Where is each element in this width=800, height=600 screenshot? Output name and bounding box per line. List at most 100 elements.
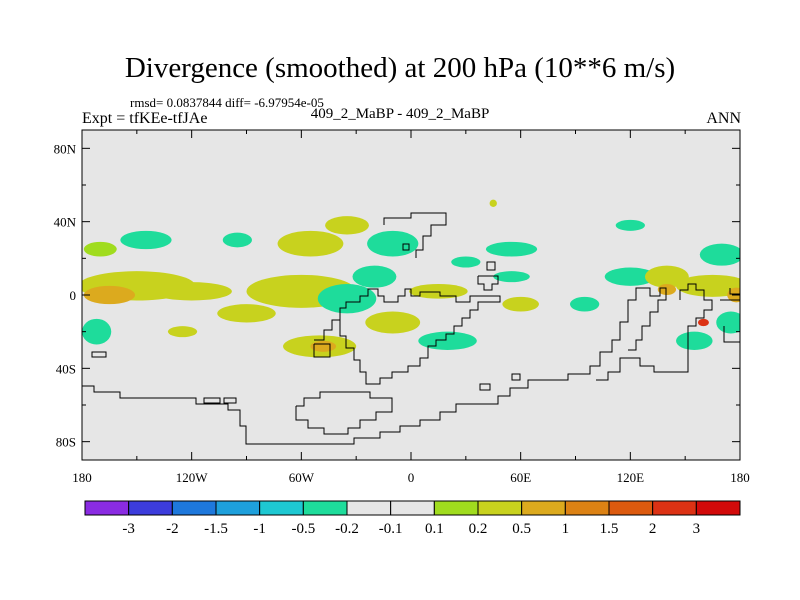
lon-tick-label: 0 <box>408 470 415 485</box>
divergence-contour-region <box>570 296 600 312</box>
divergence-contour-region <box>699 243 740 266</box>
axis-tick-labels: 180 120W 60W 0 60E 120E 180 80N 40N 0 40S 80S <box>54 141 750 485</box>
coastline-east <box>720 288 740 301</box>
divergence-contour-region <box>716 311 740 334</box>
colorbar-label: 3 <box>693 521 701 537</box>
lon-tick-label: 180 <box>730 470 750 485</box>
divergence-contour-region <box>83 241 117 257</box>
coastline-island <box>223 397 237 404</box>
divergence-contour-region <box>489 199 497 207</box>
lat-tick-label: 80S <box>56 435 76 450</box>
coastline-south-america-3 <box>314 319 340 341</box>
coastline-eurasia <box>383 212 447 258</box>
divergence-contour-region <box>615 219 645 231</box>
coastline-layer <box>82 212 740 445</box>
divergence-contour-region <box>317 284 377 314</box>
coastline-island <box>486 261 496 271</box>
colorbar-swatch <box>259 500 304 516</box>
colorbar-swatch <box>477 500 523 516</box>
divergence-contour-region <box>502 296 539 312</box>
divergence-contour-region <box>451 256 481 268</box>
coastline-island <box>91 351 107 358</box>
coastline-island <box>402 243 410 251</box>
lon-tick-label: 120E <box>617 470 645 485</box>
divergence-contour-region <box>604 267 656 286</box>
colorbar-label: -0.2 <box>335 521 359 537</box>
lon-tick-label: 180 <box>72 470 92 485</box>
colorbar-label: -1.5 <box>204 521 228 537</box>
divergence-contour-region <box>409 284 468 299</box>
colorbar-label: 1.5 <box>600 521 619 537</box>
divergence-contour-region <box>277 230 344 257</box>
lat-tick-label: 0 <box>70 288 77 303</box>
coastline-arabia <box>477 275 499 291</box>
divergence-contour-region <box>365 311 421 334</box>
colorbar-swatch <box>608 500 654 516</box>
colorbar-swatch <box>564 500 610 516</box>
colorbar-swatch <box>390 500 435 516</box>
lon-tick-label: 120W <box>176 470 209 485</box>
colorbar-label: 1 <box>562 521 570 537</box>
divergence-contour-region <box>352 265 397 288</box>
colorbar: -3 -2 -1.5 -1 -0.5 -0.2 -0.1 0.1 0.2 0.5 1 1.5 2 3 <box>84 500 741 537</box>
colorbar-label: -3 <box>122 521 135 537</box>
divergence-contour-region <box>697 318 709 327</box>
colorbar-label: -1 <box>253 521 266 537</box>
coastline-south-feature <box>295 391 393 435</box>
lat-tick-label: 40S <box>56 361 76 376</box>
stats-text: rmsd= 0.0837844 diff= -6.97954e-05 <box>130 95 324 110</box>
colorbar-swatch <box>695 500 741 516</box>
divergence-contour-region <box>222 232 252 248</box>
lat-tick-label: 40N <box>54 215 77 230</box>
divergence-contour-region <box>217 304 276 323</box>
colorbar-label: 0.2 <box>469 521 488 537</box>
coastline-africa <box>339 288 501 385</box>
divergence-contour-region <box>83 285 136 305</box>
axis-ticks <box>81 130 741 460</box>
colorbar-swatch <box>433 500 479 516</box>
divergence-contour-region <box>676 331 713 351</box>
divergence-contour-region <box>418 331 477 351</box>
colorbar-label: -0.5 <box>291 521 315 537</box>
colorbar-swatch <box>171 500 217 516</box>
colorbar-swatch <box>521 500 566 516</box>
lon-tick-label: 60W <box>289 470 315 485</box>
season-label: ANN <box>706 110 741 127</box>
coastline-australia <box>596 283 713 381</box>
divergence-contour-region <box>367 230 419 257</box>
divergence-contour-region <box>657 284 677 295</box>
divergence-contour-region <box>167 326 198 338</box>
divergence-contour-region <box>82 318 112 345</box>
contour-fill-layer <box>82 199 740 358</box>
colorbar-label: 0.1 <box>425 521 444 537</box>
colorbar-swatch <box>128 500 173 516</box>
colorbar-label: 2 <box>649 521 657 537</box>
lon-tick-label: 60E <box>510 470 531 485</box>
divergence-contour-region <box>493 271 530 283</box>
case-label: 409_2_MaBP - 409_2_MaBP <box>310 106 490 122</box>
coastline-island <box>511 373 521 381</box>
divergence-contour-region <box>151 282 232 301</box>
divergence-contour-region <box>120 230 172 250</box>
colorbar-swatch <box>302 500 348 516</box>
map-title: Divergence (smoothed) at 200 hPa (10**6 … <box>124 52 676 84</box>
colorbar-label: -0.1 <box>379 521 403 537</box>
lat-tick-label: 80N <box>54 141 77 156</box>
coastline-island <box>203 397 221 404</box>
colorbar-label: 0.5 <box>512 521 531 537</box>
colorbar-swatch <box>652 500 697 516</box>
colorbar-swatch <box>346 500 392 516</box>
colorbar-swatch <box>215 500 261 516</box>
coastline-south-america <box>313 343 331 358</box>
divergence-contour-region <box>485 241 538 257</box>
divergence-contour-region <box>676 274 740 297</box>
colorbar-label: -2 <box>166 521 179 537</box>
divergence-contour-region <box>325 216 369 235</box>
divergence-contour-region <box>644 265 689 288</box>
colorbar-swatch <box>84 500 130 516</box>
experiment-label: Expt = tfKEe-tfJAe <box>82 110 208 127</box>
coastline-east-2 <box>723 326 740 360</box>
coastline-south-america-2 <box>82 287 667 445</box>
coastline-island <box>479 383 491 391</box>
